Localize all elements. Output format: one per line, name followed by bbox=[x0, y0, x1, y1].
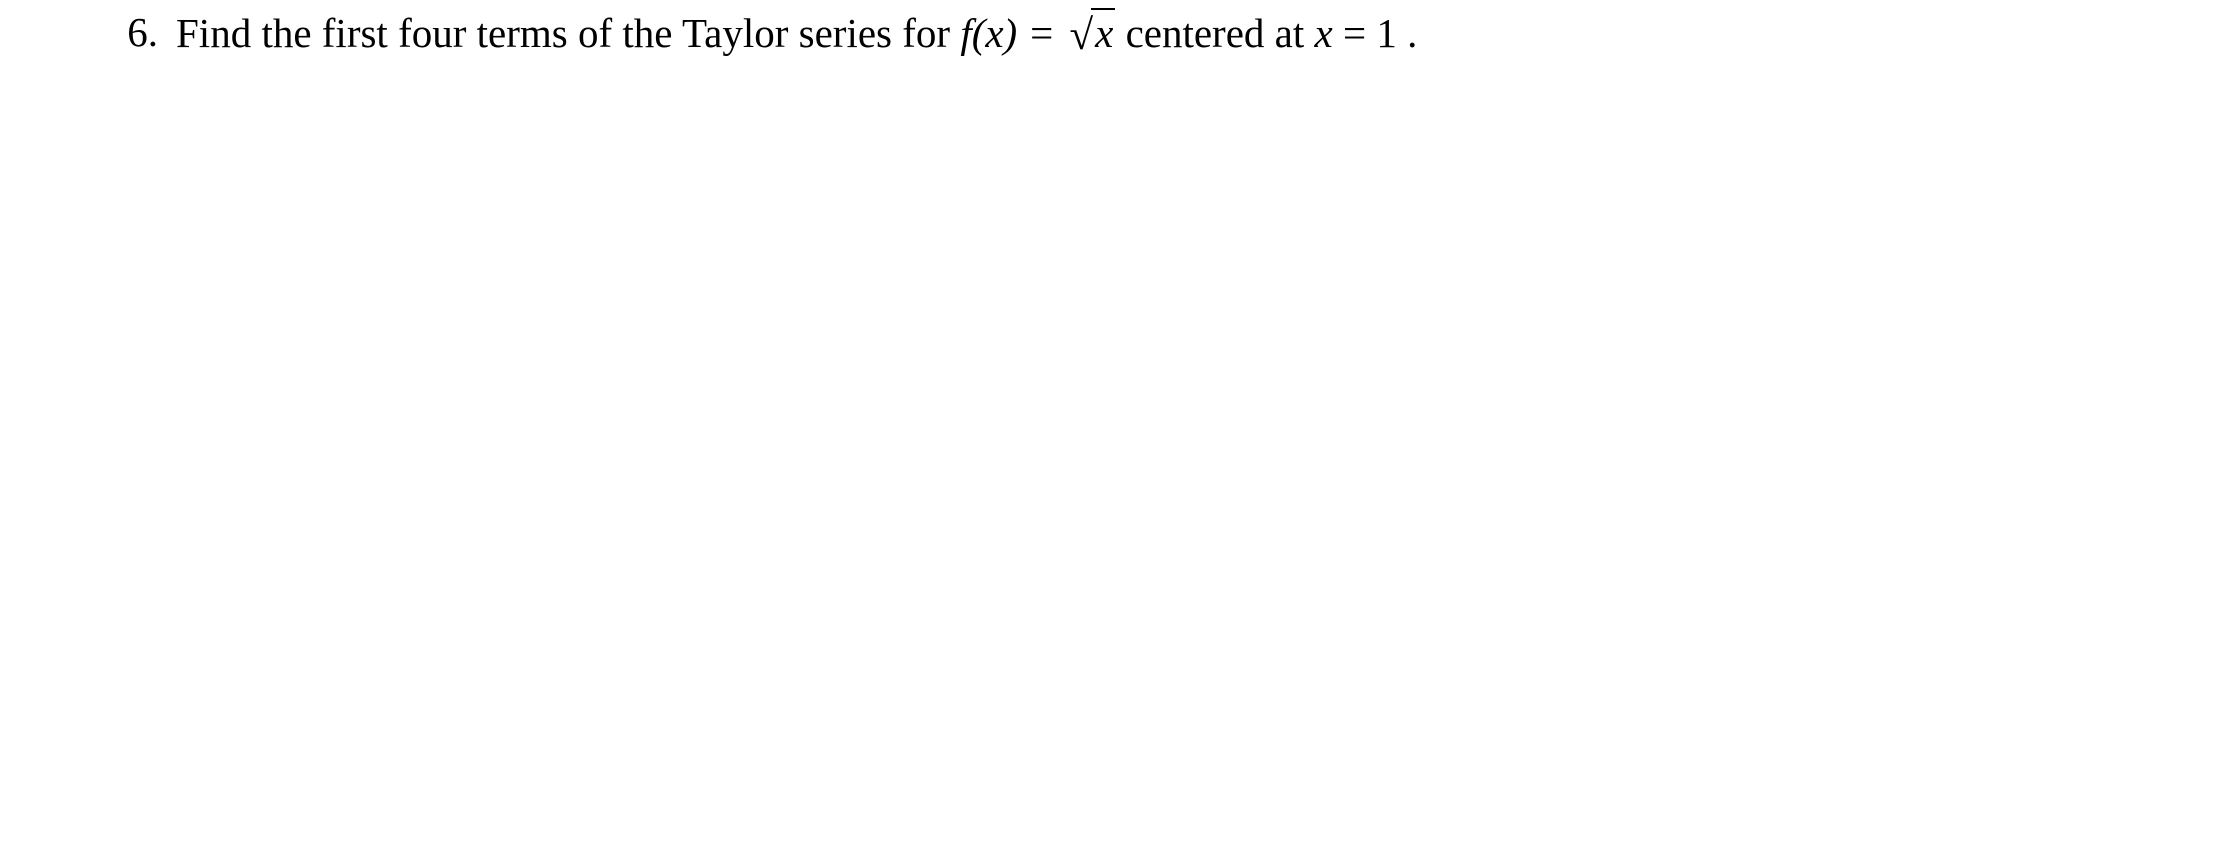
lead-text: Find the first four terms of the Taylor … bbox=[176, 10, 960, 56]
radicand: x bbox=[1091, 8, 1115, 56]
center-var: x bbox=[1315, 10, 1333, 56]
page: 6. Find the first four terms of the Tayl… bbox=[0, 0, 2239, 868]
function-lhs: f(x) = bbox=[960, 10, 1065, 56]
radical-icon: √ bbox=[1069, 12, 1093, 59]
sqrt-expression: √x bbox=[1065, 4, 1115, 64]
mid-text: centered at bbox=[1126, 10, 1315, 56]
problem-text: Find the first four terms of the Taylor … bbox=[176, 4, 1417, 64]
center-rest: = 1 . bbox=[1343, 10, 1417, 56]
problem-line: 6. Find the first four terms of the Tayl… bbox=[100, 4, 2100, 64]
problem-number: 6. bbox=[100, 4, 176, 61]
